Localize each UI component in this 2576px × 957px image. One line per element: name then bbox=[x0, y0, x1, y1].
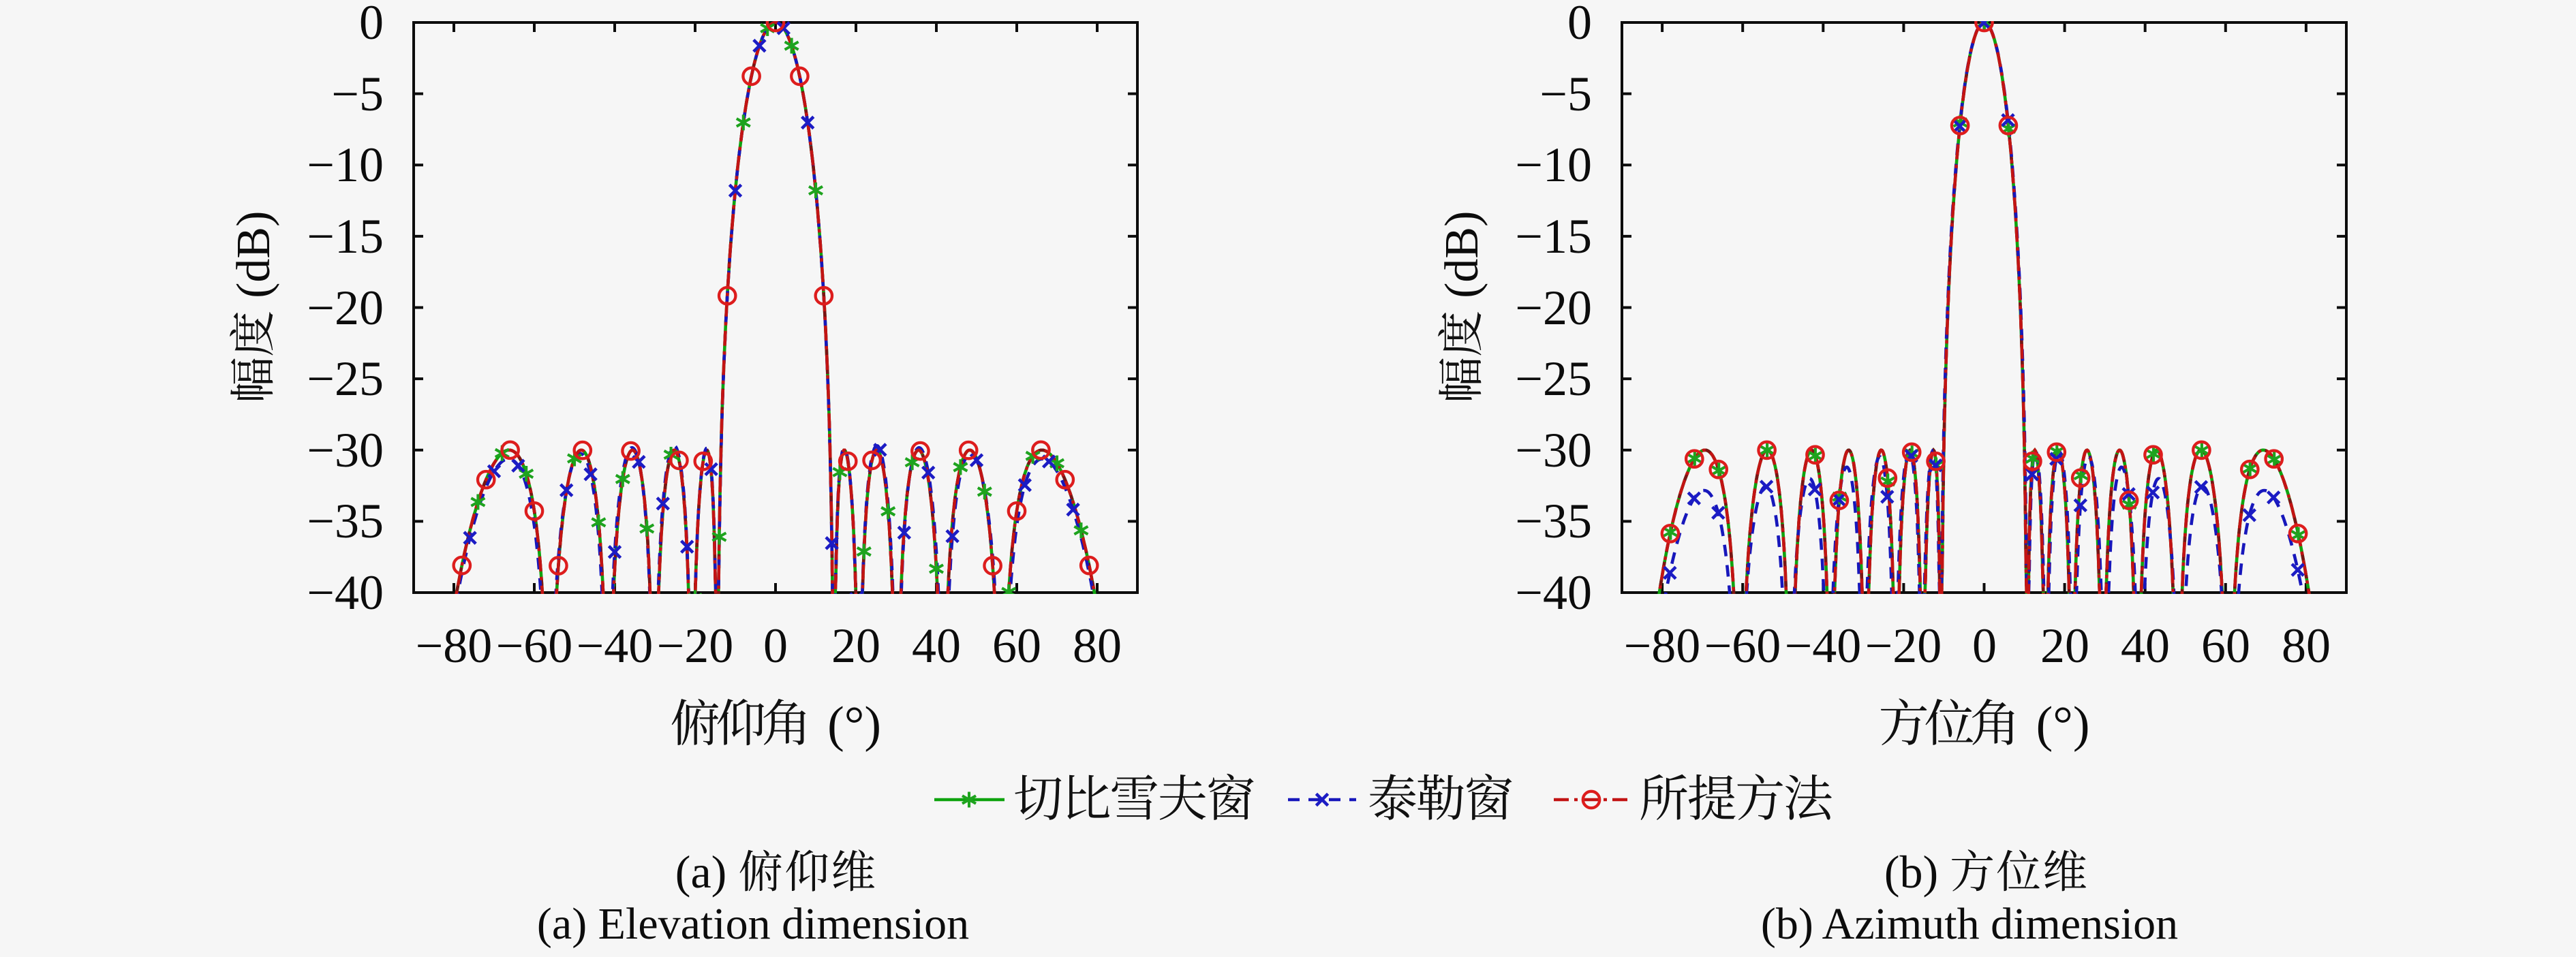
svg-text:20: 20 bbox=[2040, 618, 2089, 673]
svg-text:−20: −20 bbox=[1865, 618, 1942, 673]
svg-text:0: 0 bbox=[1567, 0, 1592, 50]
svg-text:−35: −35 bbox=[307, 494, 384, 548]
svg-text:80: 80 bbox=[2282, 618, 2331, 673]
svg-text:−60: −60 bbox=[1704, 618, 1781, 673]
svg-text:(°): (°) bbox=[827, 697, 881, 753]
svg-text:40: 40 bbox=[912, 618, 961, 673]
svg-text:0: 0 bbox=[763, 618, 788, 673]
svg-text:−40: −40 bbox=[307, 565, 384, 620]
svg-text:−5: −5 bbox=[1539, 67, 1592, 121]
svg-text:−20: −20 bbox=[657, 618, 734, 673]
svg-text:−10: −10 bbox=[1515, 138, 1592, 192]
svg-text:(b): (b) bbox=[1884, 846, 1938, 898]
svg-text:−40: −40 bbox=[577, 618, 654, 673]
svg-text:20: 20 bbox=[831, 618, 880, 673]
svg-text:−30: −30 bbox=[307, 423, 384, 477]
svg-text:(b) Azimuth dimension: (b) Azimuth dimension bbox=[1761, 899, 2178, 949]
svg-text:(a): (a) bbox=[675, 846, 726, 898]
svg-text:60: 60 bbox=[992, 618, 1041, 673]
svg-text:40: 40 bbox=[2121, 618, 2170, 673]
svg-text:−25: −25 bbox=[307, 351, 384, 406]
svg-text:−35: −35 bbox=[1515, 494, 1592, 548]
svg-text:−30: −30 bbox=[1515, 423, 1592, 477]
svg-text:(°): (°) bbox=[2036, 697, 2090, 753]
svg-text:−5: −5 bbox=[331, 67, 384, 121]
svg-text:−15: −15 bbox=[307, 209, 384, 264]
svg-text:−20: −20 bbox=[307, 281, 384, 335]
svg-text:−25: −25 bbox=[1515, 351, 1592, 406]
svg-text:−80: −80 bbox=[1624, 618, 1701, 673]
svg-text:−80: −80 bbox=[416, 618, 493, 673]
svg-text:80: 80 bbox=[1073, 618, 1122, 673]
svg-text:(a) Elevation dimension: (a) Elevation dimension bbox=[537, 899, 969, 949]
svg-text:−40: −40 bbox=[1785, 618, 1862, 673]
svg-text:−15: −15 bbox=[1515, 209, 1592, 264]
svg-text:−60: −60 bbox=[496, 618, 573, 673]
svg-text:−20: −20 bbox=[1515, 281, 1592, 335]
svg-text:0: 0 bbox=[359, 0, 384, 50]
svg-text:(dB): (dB) bbox=[228, 211, 280, 298]
svg-text:−40: −40 bbox=[1515, 565, 1592, 620]
svg-text:0: 0 bbox=[1972, 618, 1997, 673]
svg-text:60: 60 bbox=[2201, 618, 2250, 673]
svg-text:−10: −10 bbox=[307, 138, 384, 192]
svg-text:(dB): (dB) bbox=[1436, 211, 1488, 298]
